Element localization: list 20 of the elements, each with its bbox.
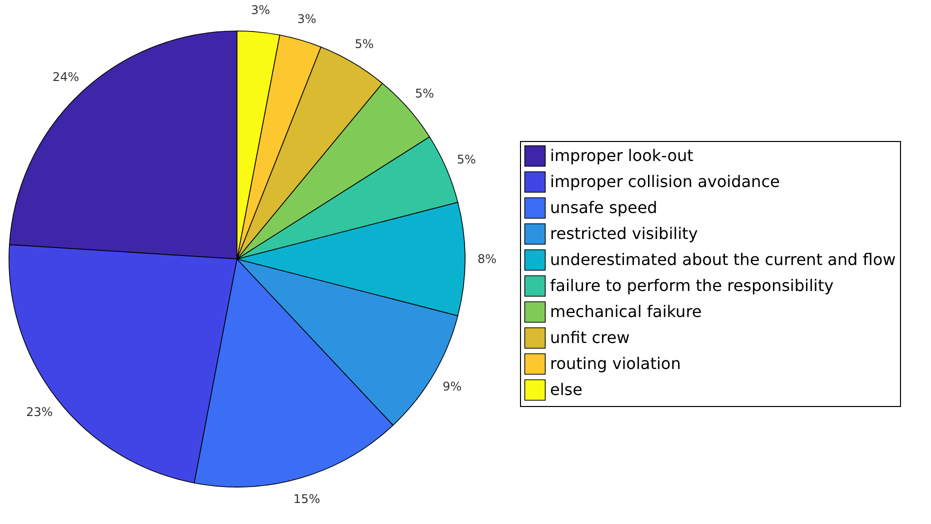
data-label: 5% xyxy=(415,86,434,101)
legend-label: unfit crew xyxy=(550,328,630,347)
data-label: 8% xyxy=(477,252,497,266)
legend-label: unsafe speed xyxy=(550,198,658,217)
data-label: 3% xyxy=(251,3,270,18)
data-label: 5% xyxy=(354,36,374,51)
legend-label: restricted visibility xyxy=(550,224,698,243)
data-label: 24% xyxy=(52,70,80,84)
legend-label: routing violation xyxy=(550,354,681,373)
data-label: 23% xyxy=(26,405,53,420)
data-label: 9% xyxy=(442,379,462,394)
legend-label: improper collision avoidance xyxy=(550,172,780,191)
data-label: 5% xyxy=(456,152,476,167)
legend-label: underestimated about the current and flow xyxy=(550,250,896,269)
legend-label: mechanical faikure xyxy=(550,302,702,321)
legend-label: else xyxy=(550,380,582,399)
legend-label: improper look-out xyxy=(550,146,694,165)
legend-label: failure to perform the responsibility xyxy=(550,276,834,295)
data-label: 15% xyxy=(293,492,320,506)
data-label: 3% xyxy=(297,12,316,26)
